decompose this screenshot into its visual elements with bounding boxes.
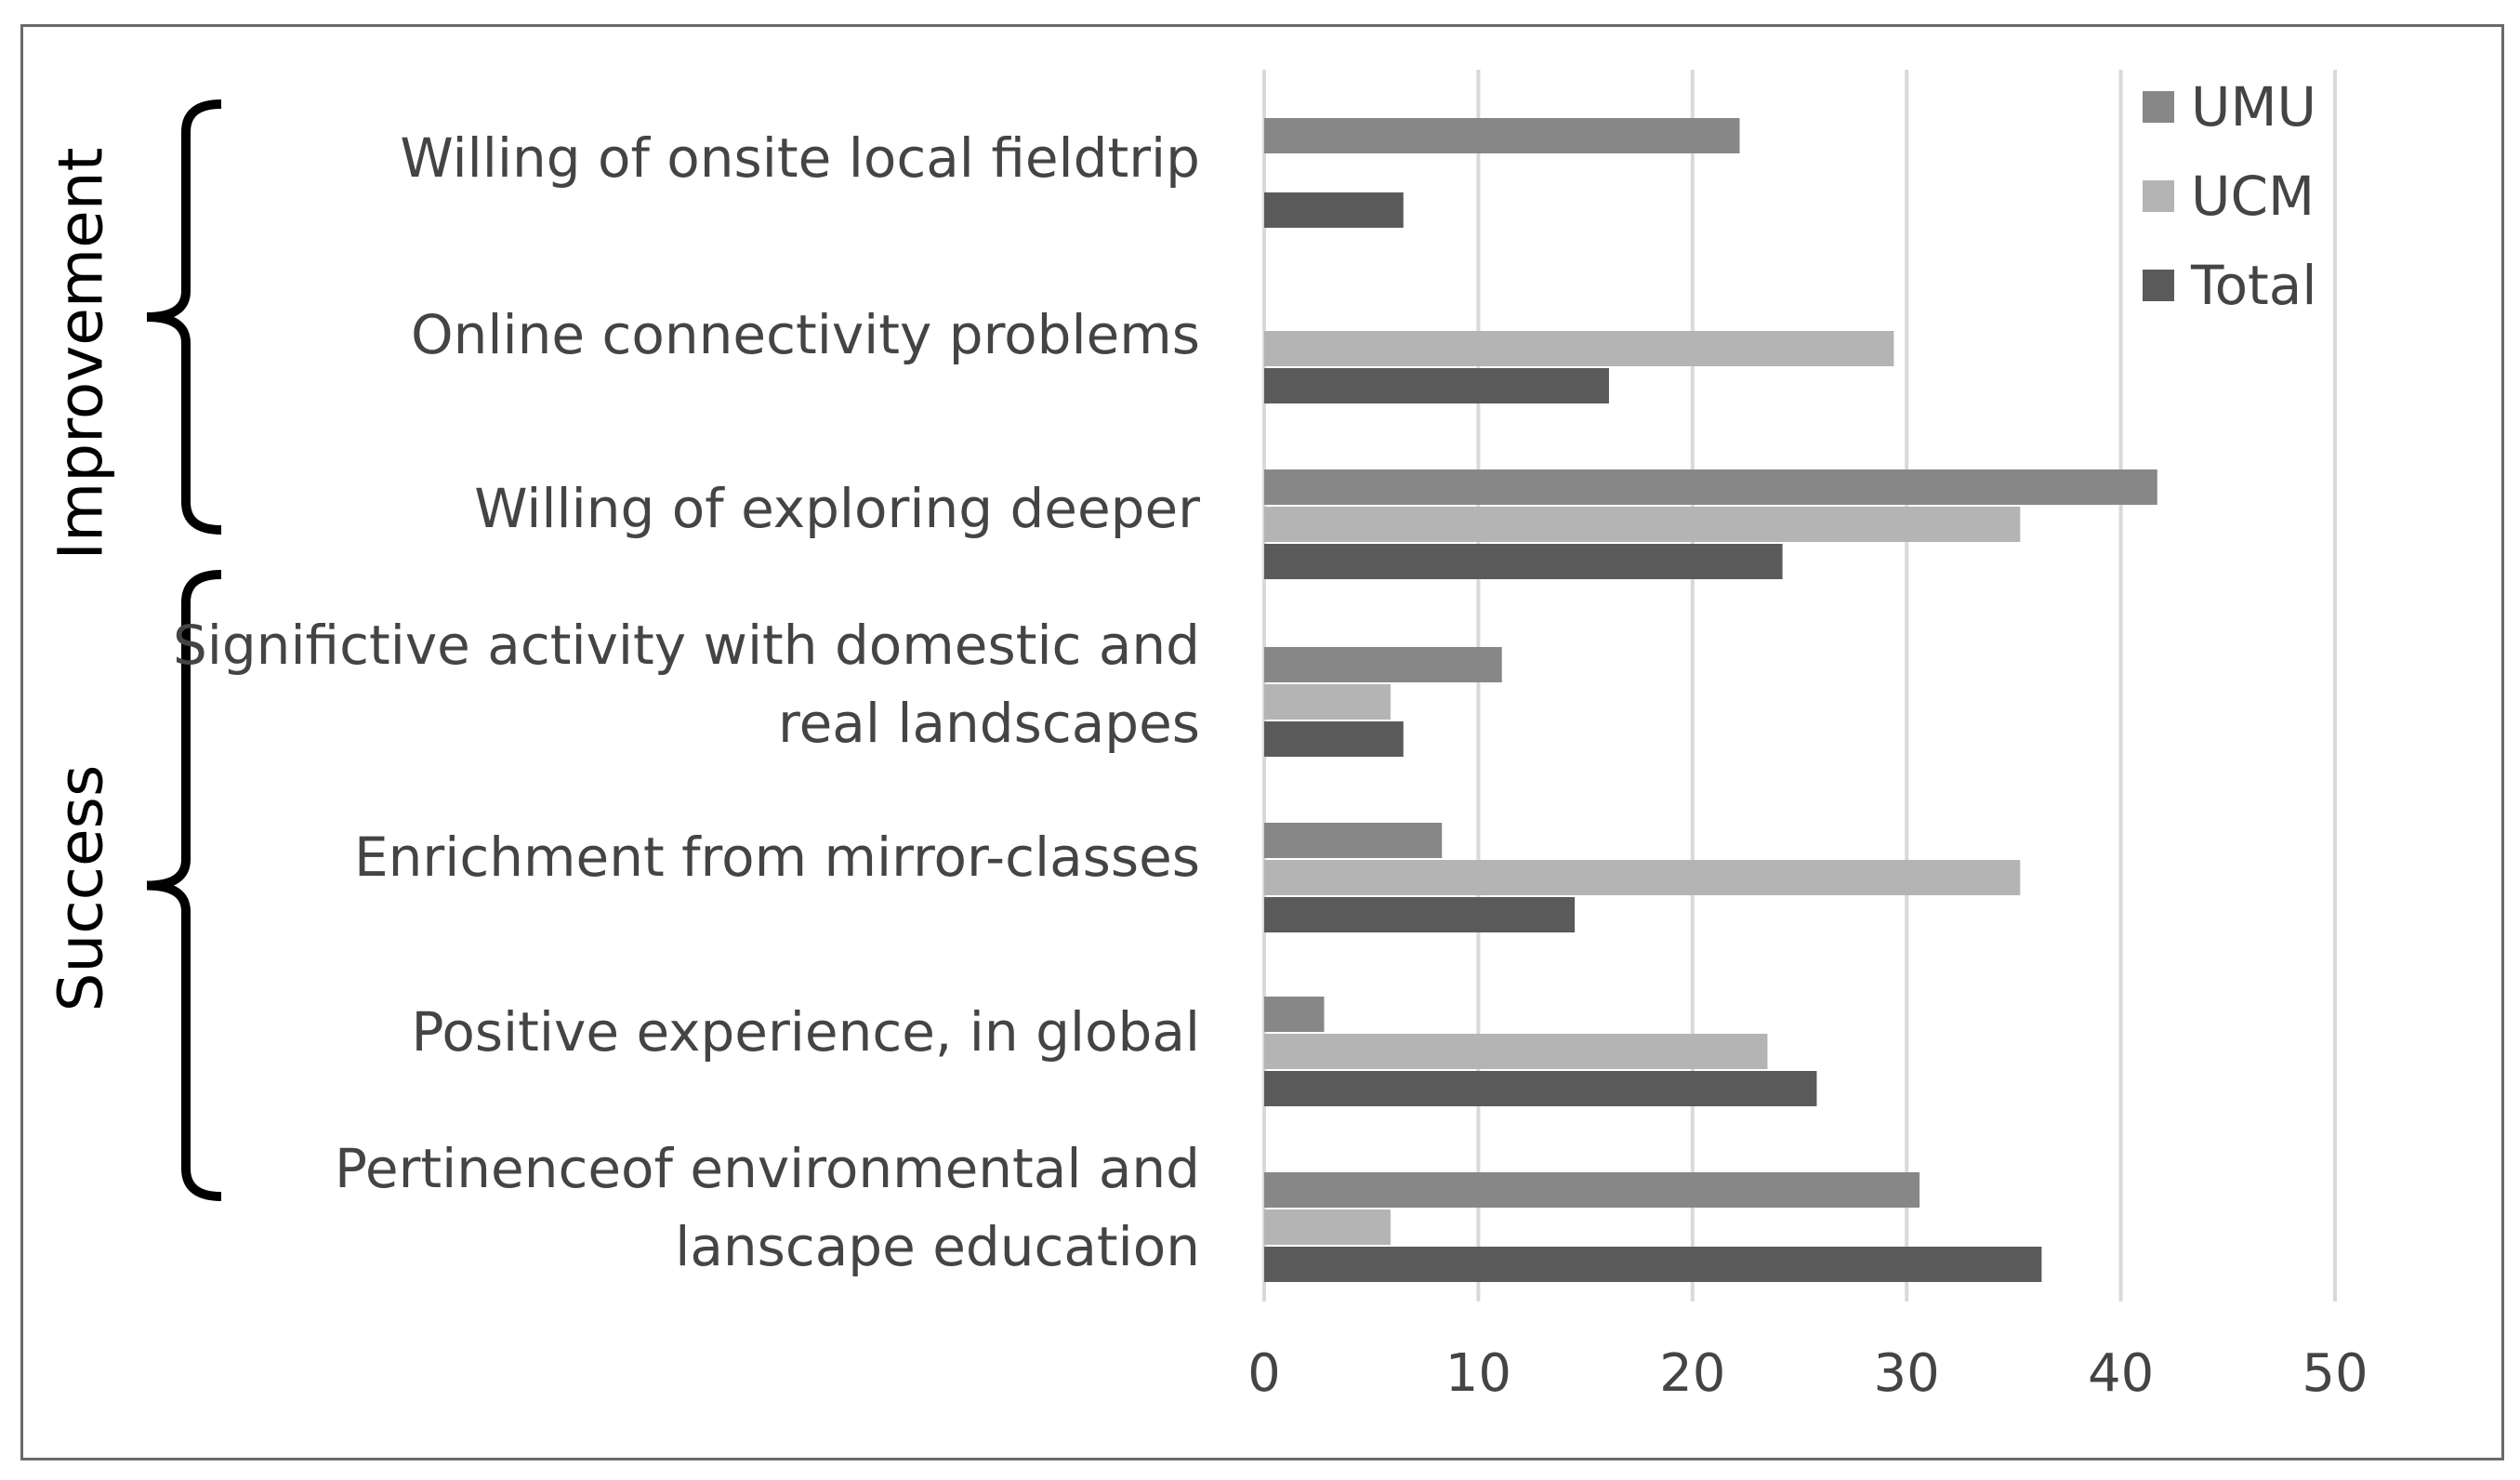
category-label-3: Significtive activity with domestic and … bbox=[172, 614, 1200, 755]
bar-ucm-3 bbox=[1264, 684, 1391, 720]
bar-total-0 bbox=[1264, 192, 1404, 228]
legend-label-total: Total bbox=[2191, 254, 2317, 317]
bar-total-5 bbox=[1264, 1071, 1817, 1106]
bar-ucm-4 bbox=[1264, 860, 2021, 895]
x-tick-label-1: 10 bbox=[1445, 1343, 1512, 1404]
bar-umu-3 bbox=[1264, 647, 1502, 682]
bar-ucm-6 bbox=[1264, 1209, 1391, 1245]
legend-item-ucm: UCM bbox=[2143, 164, 2315, 229]
bar-umu-2 bbox=[1264, 469, 2157, 505]
bar-umu-0 bbox=[1264, 118, 1740, 153]
legend-swatch-ucm bbox=[2143, 180, 2174, 212]
group-label-improvement: Improvement bbox=[45, 147, 117, 560]
x-tick-label-4: 40 bbox=[2087, 1343, 2155, 1404]
category-label-4: Enrichment from mirror-classes bbox=[354, 826, 1200, 889]
bar-ucm-5 bbox=[1264, 1034, 1768, 1069]
legend-item-umu: UMU bbox=[2143, 74, 2316, 139]
legend-label-umu: UMU bbox=[2191, 75, 2316, 139]
category-label-5: Positive experience, in global bbox=[411, 1000, 1200, 1064]
x-tick-label-2: 20 bbox=[1659, 1343, 1726, 1404]
brace-improvement-icon bbox=[146, 99, 222, 535]
bar-ucm-2 bbox=[1264, 507, 2021, 542]
brace-success-icon bbox=[146, 570, 222, 1201]
category-label-2: Willing of exploring deeper bbox=[474, 477, 1200, 540]
bar-umu-6 bbox=[1264, 1172, 1920, 1208]
bar-ucm-1 bbox=[1264, 331, 1894, 366]
legend-item-total: Total bbox=[2143, 253, 2316, 318]
category-label-0: Willing of onsite local fieldtrip bbox=[400, 126, 1200, 190]
legend-swatch-total bbox=[2143, 270, 2174, 301]
x-tick-label-5: 50 bbox=[2302, 1343, 2368, 1404]
x-tick-label-0: 0 bbox=[1247, 1343, 1281, 1404]
bar-total-2 bbox=[1264, 544, 1783, 579]
x-tick-label-3: 30 bbox=[1873, 1343, 1940, 1404]
bar-umu-5 bbox=[1264, 997, 1325, 1032]
bar-total-6 bbox=[1264, 1247, 2042, 1282]
bar-total-3 bbox=[1264, 721, 1404, 757]
bar-total-4 bbox=[1264, 897, 1576, 932]
legend-swatch-umu bbox=[2143, 91, 2174, 123]
category-label-6: Pertinenceof environmental and lanscape … bbox=[334, 1137, 1200, 1278]
bar-umu-4 bbox=[1264, 823, 1443, 858]
group-label-success: Success bbox=[45, 764, 117, 1011]
legend-label-ucm: UCM bbox=[2191, 165, 2315, 228]
category-label-1: Online connectivity problems bbox=[411, 303, 1200, 366]
bar-total-1 bbox=[1264, 368, 1609, 403]
